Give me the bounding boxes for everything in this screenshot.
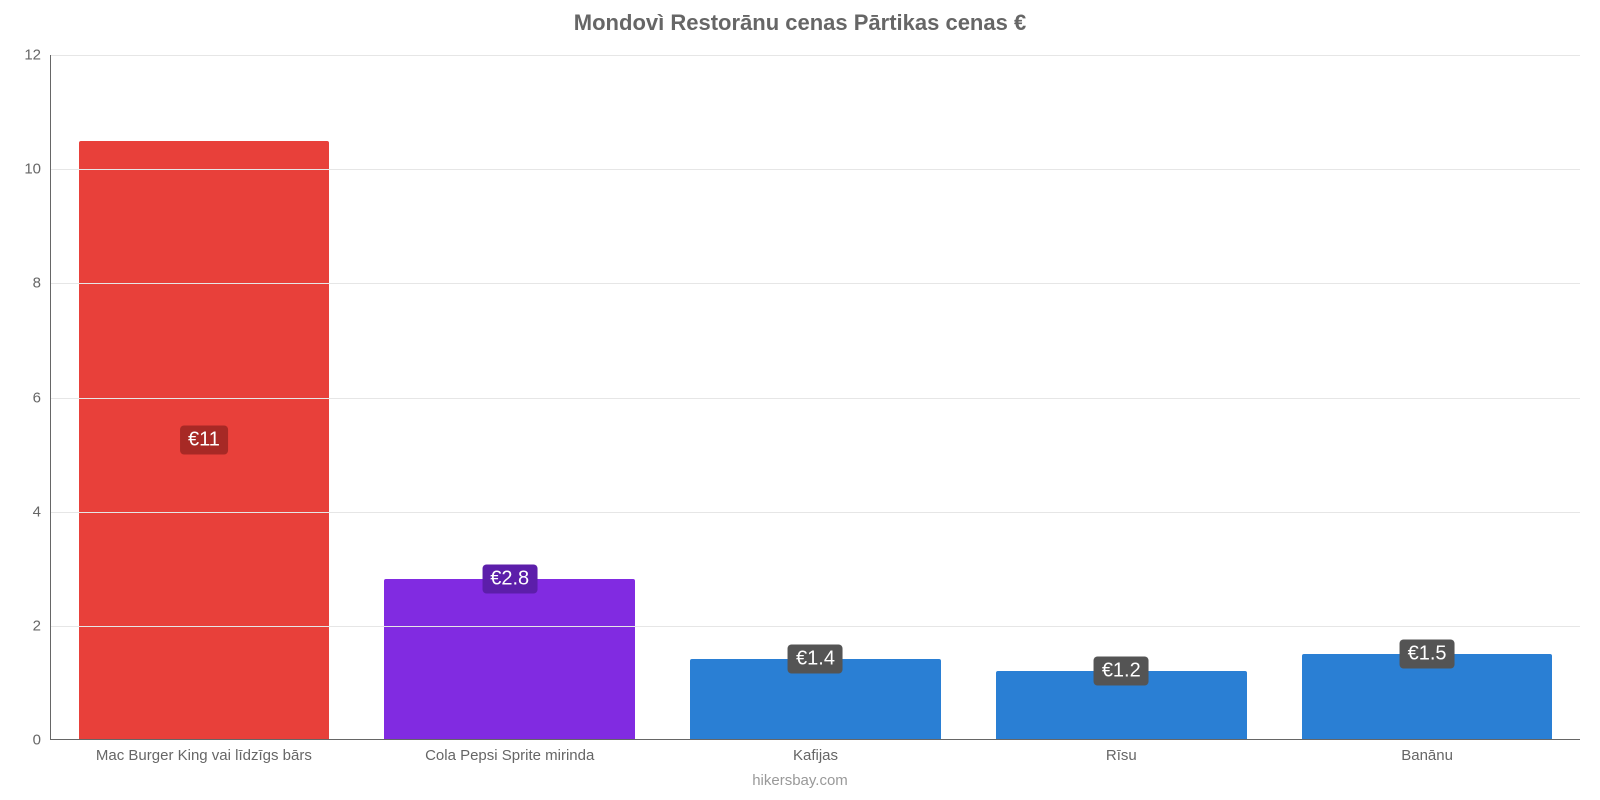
xtick-label: Kafijas xyxy=(793,739,838,764)
xtick-label: Mac Burger King vai līdzīgs bārs xyxy=(96,739,312,764)
gridline xyxy=(51,512,1580,513)
xtick-label: Cola Pepsi Sprite mirinda xyxy=(425,739,594,764)
bar: €1.4 xyxy=(690,659,941,739)
bar-value-label: €11 xyxy=(180,425,228,454)
ytick-label: 2 xyxy=(33,617,51,634)
bar-value-label: €2.8 xyxy=(482,565,537,594)
bar-value-label: €1.4 xyxy=(788,645,843,674)
gridline xyxy=(51,283,1580,284)
ytick-label: 8 xyxy=(33,275,51,292)
xtick-label: Banānu xyxy=(1401,739,1453,764)
gridline xyxy=(51,626,1580,627)
ytick-label: 12 xyxy=(24,47,51,64)
price-bar-chart: Mondovì Restorānu cenas Pārtikas cenas €… xyxy=(0,0,1600,800)
plot-area: €11Mac Burger King vai līdzīgs bārs€2.8C… xyxy=(50,55,1580,740)
bar-value-label: €1.2 xyxy=(1094,656,1149,685)
bar: €1.5 xyxy=(1302,654,1553,740)
gridline xyxy=(51,55,1580,56)
ytick-label: 0 xyxy=(33,732,51,749)
bar: €2.8 xyxy=(384,579,635,739)
ytick-label: 4 xyxy=(33,503,51,520)
bar-value-label: €1.5 xyxy=(1400,639,1455,668)
bar: €11 xyxy=(79,141,330,740)
ytick-label: 6 xyxy=(33,389,51,406)
chart-title: Mondovì Restorānu cenas Pārtikas cenas € xyxy=(0,10,1600,36)
xtick-label: Rīsu xyxy=(1106,739,1137,764)
ytick-label: 10 xyxy=(24,161,51,178)
bar: €1.2 xyxy=(996,671,1247,739)
chart-attribution: hikersbay.com xyxy=(0,772,1600,789)
gridline xyxy=(51,169,1580,170)
gridline xyxy=(51,398,1580,399)
